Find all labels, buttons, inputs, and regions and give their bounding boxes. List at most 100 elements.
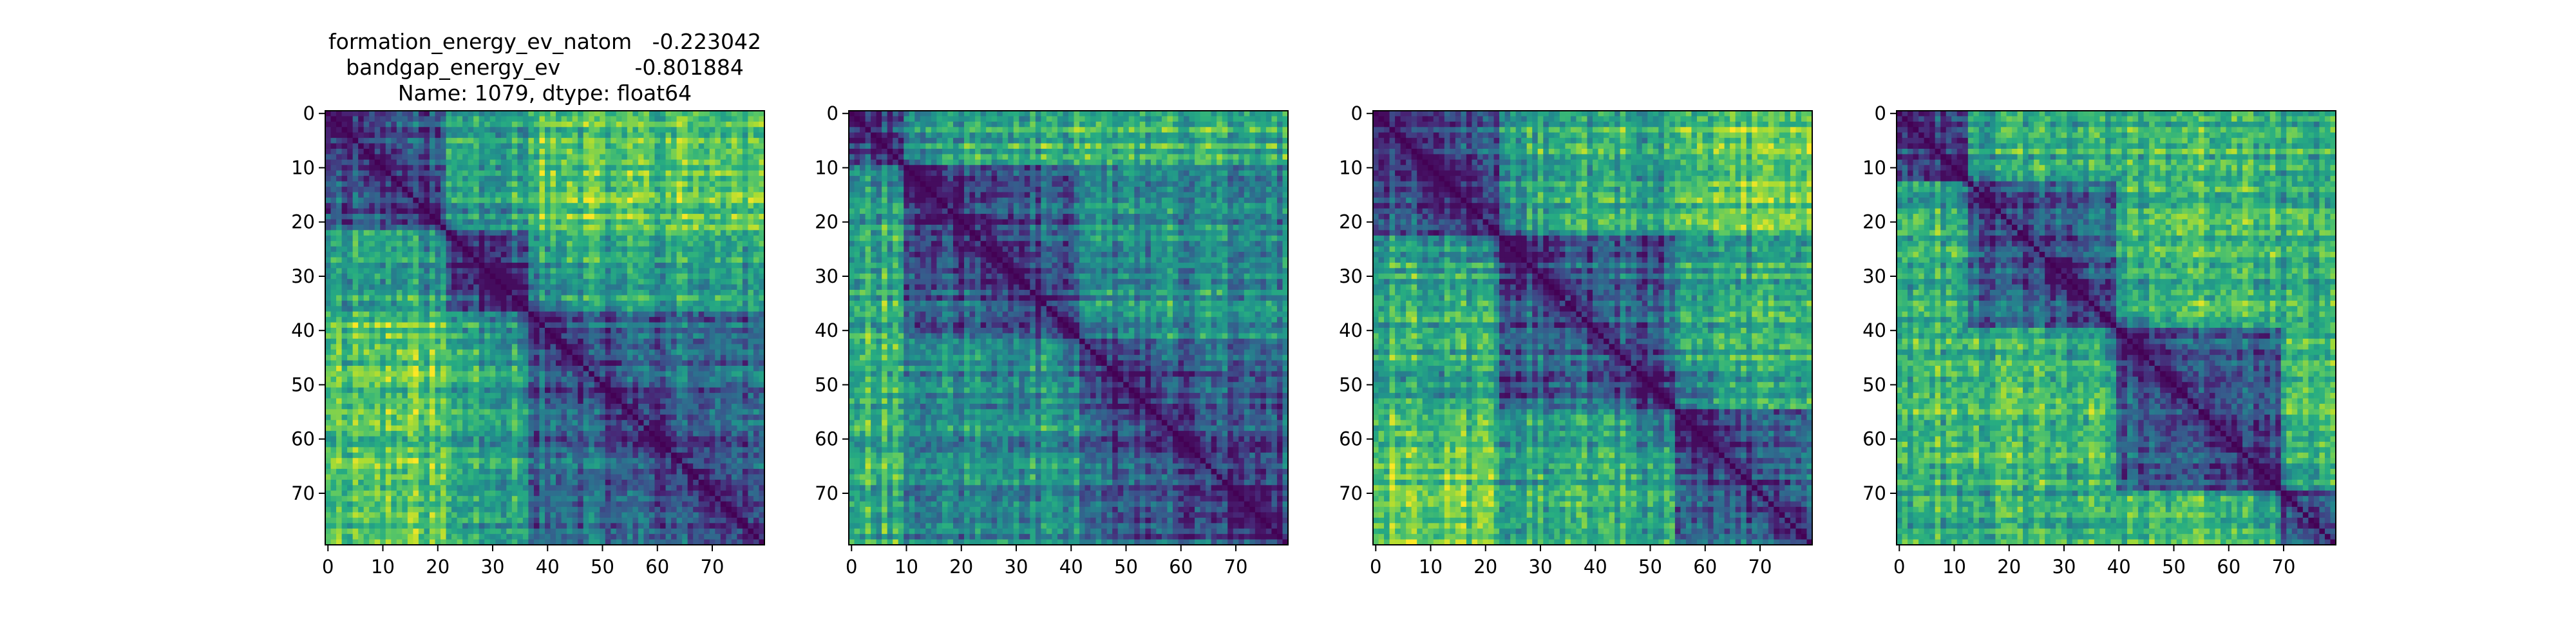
heatmap-cell xyxy=(440,371,447,377)
heatmap-cell xyxy=(478,230,485,236)
heatmap-cell xyxy=(748,311,754,317)
heatmap-cell xyxy=(632,376,639,383)
heatmap-cell xyxy=(413,111,419,117)
heatmap-cell xyxy=(698,393,705,399)
heatmap-cell xyxy=(429,143,436,149)
heatmap-cell xyxy=(643,127,650,133)
heatmap-cell xyxy=(325,257,332,263)
heatmap-cell xyxy=(396,176,402,182)
heatmap-cell xyxy=(556,241,562,247)
heatmap-cell xyxy=(693,197,699,204)
heatmap-cell xyxy=(578,235,584,242)
heatmap-cell xyxy=(753,148,760,155)
heatmap-cell xyxy=(369,290,375,296)
heatmap-cell xyxy=(572,436,578,442)
heatmap-cell xyxy=(489,241,496,247)
heatmap-cell xyxy=(649,143,656,149)
heatmap-cell xyxy=(451,409,458,415)
heatmap-cell xyxy=(605,317,611,323)
heatmap-cell xyxy=(500,284,507,290)
heatmap-cell xyxy=(489,132,496,138)
heatmap-cell xyxy=(363,197,370,204)
heatmap-cell xyxy=(440,360,447,366)
heatmap-cell xyxy=(671,241,677,247)
heatmap-cell xyxy=(539,295,545,301)
heatmap-cell xyxy=(567,441,573,448)
heatmap-cell xyxy=(600,143,606,149)
heatmap-cell xyxy=(545,322,551,328)
heatmap-cell xyxy=(567,121,573,128)
heatmap-cell xyxy=(402,371,408,377)
heatmap-cell xyxy=(671,441,677,448)
heatmap-cell xyxy=(358,252,365,258)
heatmap-cell xyxy=(369,355,375,361)
heatmap-cell xyxy=(336,436,343,442)
heatmap-cell xyxy=(385,387,392,393)
heatmap-cell xyxy=(638,197,645,204)
heatmap-cell xyxy=(627,322,634,328)
heatmap-cell xyxy=(522,333,529,339)
heatmap-cell xyxy=(451,170,458,176)
heatmap-cell xyxy=(506,176,513,182)
heatmap-cell xyxy=(418,425,425,431)
heatmap-cell xyxy=(330,279,337,285)
heatmap-cell xyxy=(347,138,354,144)
heatmap-cell xyxy=(380,273,386,279)
heatmap-cell xyxy=(506,387,513,393)
heatmap-cell xyxy=(418,295,425,301)
heatmap-cell xyxy=(462,111,469,117)
heatmap-cell xyxy=(698,224,705,231)
heatmap-cell xyxy=(440,170,447,176)
heatmap-cell xyxy=(682,268,688,274)
heatmap-cell xyxy=(589,387,595,393)
heatmap-cell xyxy=(731,143,737,149)
heatmap-cell xyxy=(654,284,661,290)
heatmap-cell xyxy=(737,393,743,399)
heatmap-cell xyxy=(545,273,551,279)
heatmap-cell xyxy=(693,344,699,350)
heatmap-cell xyxy=(440,317,447,323)
heatmap-cell xyxy=(671,257,677,263)
heatmap-cell xyxy=(325,441,332,448)
heatmap-cell xyxy=(561,111,567,117)
heatmap-cell xyxy=(556,328,562,334)
heatmap-cell xyxy=(522,365,529,372)
heatmap-cell xyxy=(402,311,408,317)
heatmap-cell xyxy=(358,121,365,128)
heatmap-cell xyxy=(698,322,705,328)
heatmap-cell xyxy=(605,219,611,225)
heatmap-cell xyxy=(478,322,485,328)
heatmap-cell xyxy=(671,393,677,399)
heatmap-cell xyxy=(374,230,381,236)
heatmap-cell xyxy=(396,262,402,269)
heatmap-cell xyxy=(693,127,699,133)
heatmap-cell xyxy=(330,138,337,144)
heatmap-cell xyxy=(709,230,715,236)
heatmap-cell xyxy=(533,257,540,263)
heatmap-cell xyxy=(665,165,672,171)
heatmap-cell xyxy=(731,127,737,133)
heatmap-cell xyxy=(539,257,545,263)
heatmap-cell xyxy=(462,235,469,242)
heatmap-cell xyxy=(517,398,524,404)
heatmap-cell xyxy=(726,284,732,290)
heatmap-cell xyxy=(418,116,425,122)
heatmap-cell xyxy=(369,420,375,426)
heatmap-cell xyxy=(605,376,611,383)
heatmap-cell xyxy=(638,138,645,144)
heatmap-cell xyxy=(748,322,754,328)
heatmap-cell xyxy=(638,387,645,393)
heatmap-cell xyxy=(440,230,447,236)
heatmap-cell xyxy=(583,246,589,252)
heatmap-cell xyxy=(489,371,496,377)
heatmap-cell xyxy=(330,111,337,117)
heatmap-cell xyxy=(468,208,474,214)
heatmap-cell xyxy=(413,414,419,421)
heatmap-cell xyxy=(489,246,496,252)
heatmap-cell xyxy=(528,143,535,149)
heatmap-cell xyxy=(649,365,656,372)
heatmap-cell xyxy=(325,338,332,345)
heatmap-cell xyxy=(325,284,332,290)
heatmap-cell xyxy=(385,300,392,307)
heatmap-cell xyxy=(731,181,737,187)
